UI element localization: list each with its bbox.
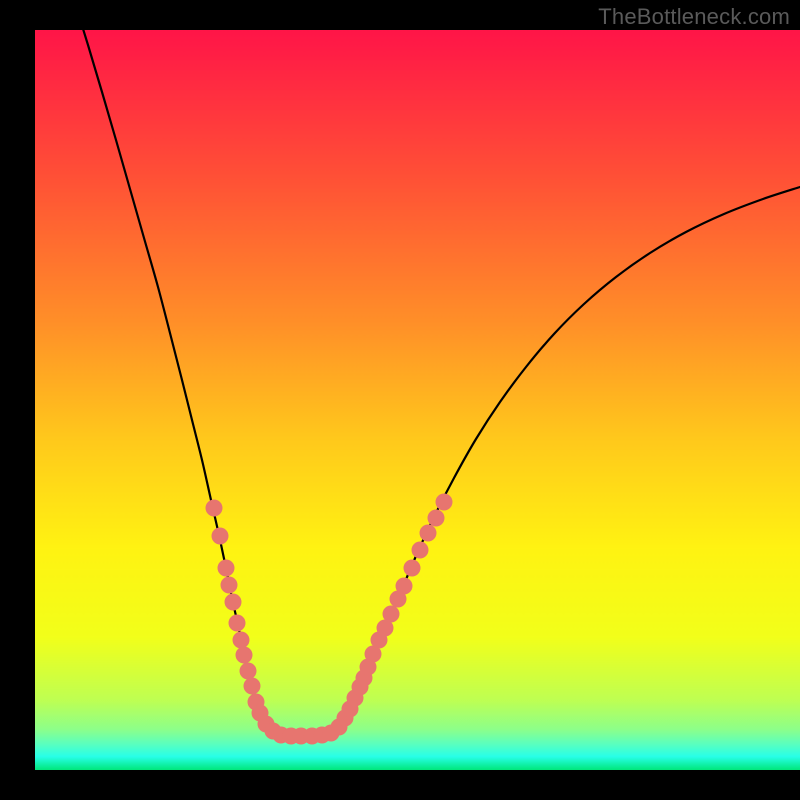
data-marker (383, 606, 400, 623)
data-marker (240, 663, 257, 680)
data-marker (225, 594, 242, 611)
data-marker (412, 542, 429, 559)
data-marker (229, 615, 246, 632)
data-marker (221, 577, 238, 594)
data-marker (212, 528, 229, 545)
bottleneck-curve (74, 0, 800, 736)
data-marker (236, 647, 253, 664)
curve-svg (35, 30, 800, 770)
data-marker (218, 560, 235, 577)
data-marker (244, 678, 261, 695)
data-marker (420, 525, 437, 542)
data-marker (206, 500, 223, 517)
data-marker (428, 510, 445, 527)
watermark-text: TheBottleneck.com (598, 4, 790, 30)
data-marker (396, 578, 413, 595)
data-marker (436, 494, 453, 511)
marker-group (206, 494, 453, 745)
data-marker (404, 560, 421, 577)
data-marker (233, 632, 250, 649)
plot-area (35, 30, 800, 770)
